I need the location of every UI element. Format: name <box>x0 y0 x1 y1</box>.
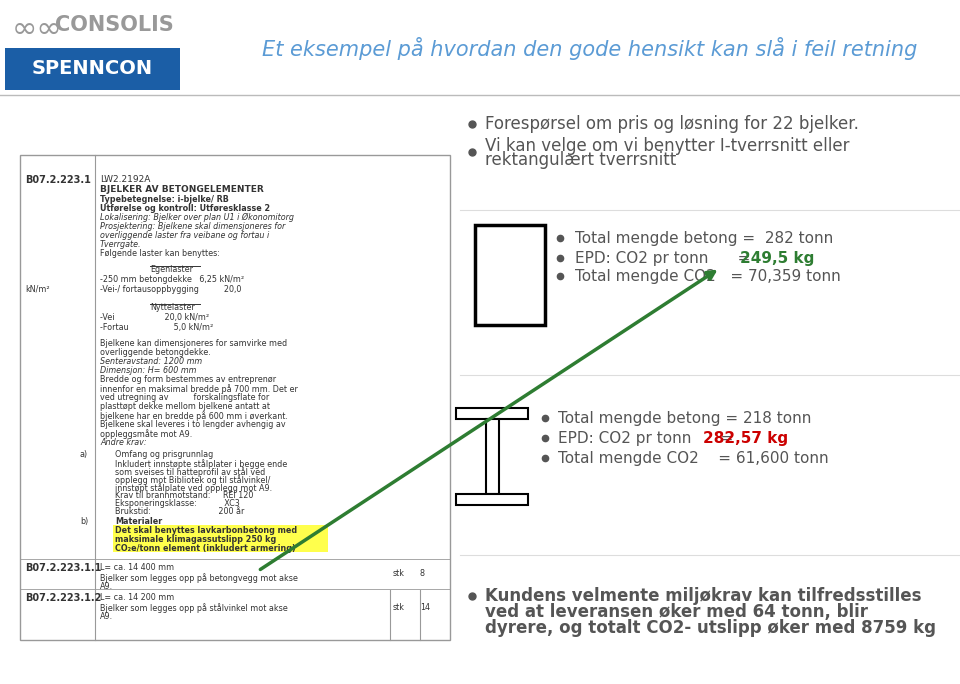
Bar <box>113 543 328 552</box>
Bar <box>20 155 450 640</box>
Text: Egenlaster: Egenlaster <box>150 265 193 274</box>
Text: 249,5 kg: 249,5 kg <box>740 250 814 265</box>
Text: 14: 14 <box>420 603 430 612</box>
Text: SPENNCON: SPENNCON <box>32 60 153 79</box>
Text: Bjelker som legges opp på stålvinkel mot akse: Bjelker som legges opp på stålvinkel mot… <box>100 603 288 613</box>
Text: Total mengde CO2   = 70,359 tonn: Total mengde CO2 = 70,359 tonn <box>575 269 841 283</box>
Text: Nyttelaster: Nyttelaster <box>150 303 195 312</box>
Text: Følgende laster kan benyttes:: Følgende laster kan benyttes: <box>100 249 220 258</box>
Bar <box>456 408 528 419</box>
Text: bjelkene har en bredde på 600 mm i øverkant.: bjelkene har en bredde på 600 mm i øverk… <box>100 411 288 421</box>
Text: Vi kan velge om vi benytter I-tverrsnitt eller: Vi kan velge om vi benytter I-tverrsnitt… <box>485 137 850 155</box>
Text: Brukstid:                           200 år: Brukstid: 200 år <box>115 507 245 516</box>
Bar <box>113 525 328 534</box>
Text: ved utregning av          forskalingsflate for: ved utregning av forskalingsflate for <box>100 393 269 402</box>
Text: Bjelkene kan dimensjoneres for samvirke med: Bjelkene kan dimensjoneres for samvirke … <box>100 339 287 348</box>
Text: Krav til brannmotstand:     REI 120: Krav til brannmotstand: REI 120 <box>115 491 253 500</box>
Text: Dimensjon: H= 600 mm: Dimensjon: H= 600 mm <box>100 366 197 375</box>
Text: Lokalisering: Bjelker over plan U1 i Økonomitorg: Lokalisering: Bjelker over plan U1 i Øko… <box>100 213 294 222</box>
Text: Omfang og prisgrunnlag: Omfang og prisgrunnlag <box>115 450 213 459</box>
Text: Eksponeringsklasse:           XC3: Eksponeringsklasse: XC3 <box>115 499 240 508</box>
Text: B07.2.223.1: B07.2.223.1 <box>25 175 91 185</box>
Text: A9.: A9. <box>100 612 113 621</box>
Text: Bjelker som legges opp på betongvegg mot akse: Bjelker som legges opp på betongvegg mot… <box>100 573 298 583</box>
Text: stk: stk <box>393 603 405 612</box>
Text: 8: 8 <box>420 569 425 578</box>
Text: kN/m²: kN/m² <box>25 285 50 294</box>
Text: Utførelse og kontroll: Utføresklasse 2: Utførelse og kontroll: Utføresklasse 2 <box>100 204 270 213</box>
Text: B07.2.223.1.2: B07.2.223.1.2 <box>25 593 102 603</box>
Text: Andre krav:: Andre krav: <box>100 438 147 447</box>
Text: stk: stk <box>393 569 405 578</box>
Text: opplegg mot Bibliotek og til stålvinkel/: opplegg mot Bibliotek og til stålvinkel/ <box>115 475 271 485</box>
Text: Senteravstand: 1200 mm: Senteravstand: 1200 mm <box>100 357 203 366</box>
Text: Prosjektering: Bjelkene skal dimensjoneres for: Prosjektering: Bjelkene skal dimensjoner… <box>100 222 285 231</box>
Text: EPD: CO2 pr tonn      =: EPD: CO2 pr tonn = <box>575 250 756 265</box>
FancyArrowPatch shape <box>260 272 714 570</box>
Text: -250 mm betongdekke   6,25 kN/m²: -250 mm betongdekke 6,25 kN/m² <box>100 275 244 284</box>
Text: Total mengde betong =  282 tonn: Total mengde betong = 282 tonn <box>575 231 833 246</box>
Bar <box>475 225 545 325</box>
Text: L= ca. 14 200 mm: L= ca. 14 200 mm <box>100 593 175 602</box>
Text: Inkludert innstøpte stålplater i begge ende: Inkludert innstøpte stålplater i begge e… <box>115 459 287 469</box>
Text: ∞∞: ∞∞ <box>12 15 62 44</box>
Text: Forespørsel om pris og løsning for 22 bjelker.: Forespørsel om pris og løsning for 22 bj… <box>485 115 859 133</box>
Text: Bjelkene skal leveres i to lengder avhengig av: Bjelkene skal leveres i to lengder avhen… <box>100 420 286 429</box>
Text: oppleggsmåte mot A9.: oppleggsmåte mot A9. <box>100 429 192 439</box>
Text: ved at leveransen øker med 64 tonn, blir: ved at leveransen øker med 64 tonn, blir <box>485 603 868 621</box>
Text: Tverrgate.: Tverrgate. <box>100 240 141 249</box>
Text: -Fortau                  5,0 kN/m²: -Fortau 5,0 kN/m² <box>100 323 213 332</box>
Text: maksimale klimagassutslipp 250 kg: maksimale klimagassutslipp 250 kg <box>115 535 276 544</box>
Text: -Vei                    20,0 kN/m²: -Vei 20,0 kN/m² <box>100 313 209 322</box>
Text: innstøpt stålplate ved opplegg mot A9.: innstøpt stålplate ved opplegg mot A9. <box>115 483 272 493</box>
Bar <box>5 48 180 90</box>
Text: Total mengde CO2    = 61,600 tonn: Total mengde CO2 = 61,600 tonn <box>558 451 828 466</box>
Text: Materialer: Materialer <box>115 517 162 526</box>
Text: A9.: A9. <box>100 582 113 591</box>
Text: Et eksempel på hvordan den gode hensikt kan slå i feil retning: Et eksempel på hvordan den gode hensikt … <box>262 36 918 60</box>
Text: Bredde og form bestemmes av entreprenør: Bredde og form bestemmes av entreprenør <box>100 375 276 384</box>
Bar <box>486 419 499 494</box>
Text: 282,57 kg: 282,57 kg <box>703 430 788 445</box>
Text: overliggende betongdekke.: overliggende betongdekke. <box>100 348 211 357</box>
Text: Det skal benyttes lavkarbonbetong med: Det skal benyttes lavkarbonbetong med <box>115 526 298 535</box>
Text: Kundens velmente miljøkrav kan tilfredsstilles: Kundens velmente miljøkrav kan tilfredss… <box>485 587 922 605</box>
Bar <box>113 534 328 543</box>
Text: Typebetegnelse: i-bjelke/ RB: Typebetegnelse: i-bjelke/ RB <box>100 195 228 204</box>
Text: dyrere, og totalt CO2- utslipp øker med 8759 kg: dyrere, og totalt CO2- utslipp øker med … <box>485 619 936 637</box>
Text: rektangulært tverrsnitt: rektangulært tverrsnitt <box>485 151 676 169</box>
Text: L= ca. 14 400 mm: L= ca. 14 400 mm <box>100 563 174 572</box>
Text: LW2.2192A: LW2.2192A <box>100 175 151 184</box>
Text: -Vei-/ fortausoppbygging          20,0: -Vei-/ fortausoppbygging 20,0 <box>100 285 241 294</box>
Text: CO₂e/tonn element (inkludert armering): CO₂e/tonn element (inkludert armering) <box>115 544 296 553</box>
Text: som sveises til hatteprofil av stål ved: som sveises til hatteprofil av stål ved <box>115 467 265 477</box>
Text: B07.2.223.1.1: B07.2.223.1.1 <box>25 563 102 573</box>
Text: a): a) <box>80 450 88 459</box>
Text: CONSOLIS: CONSOLIS <box>55 15 174 35</box>
Text: EPD: CO2 pr tonn      =: EPD: CO2 pr tonn = <box>558 430 738 445</box>
Text: innenfor en maksimal bredde på 700 mm. Det er: innenfor en maksimal bredde på 700 mm. D… <box>100 384 298 394</box>
Text: Total mengde betong = 218 tonn: Total mengde betong = 218 tonn <box>558 410 811 425</box>
Text: BJELKER AV BETONGELEMENTER: BJELKER AV BETONGELEMENTER <box>100 185 264 194</box>
Text: plasttøpt dekke mellom bjelkene antatt at: plasttøpt dekke mellom bjelkene antatt a… <box>100 402 270 411</box>
Bar <box>456 494 528 505</box>
Text: b): b) <box>80 517 88 526</box>
Text: overliggende laster fra veibane og fortau i: overliggende laster fra veibane og forta… <box>100 231 269 240</box>
